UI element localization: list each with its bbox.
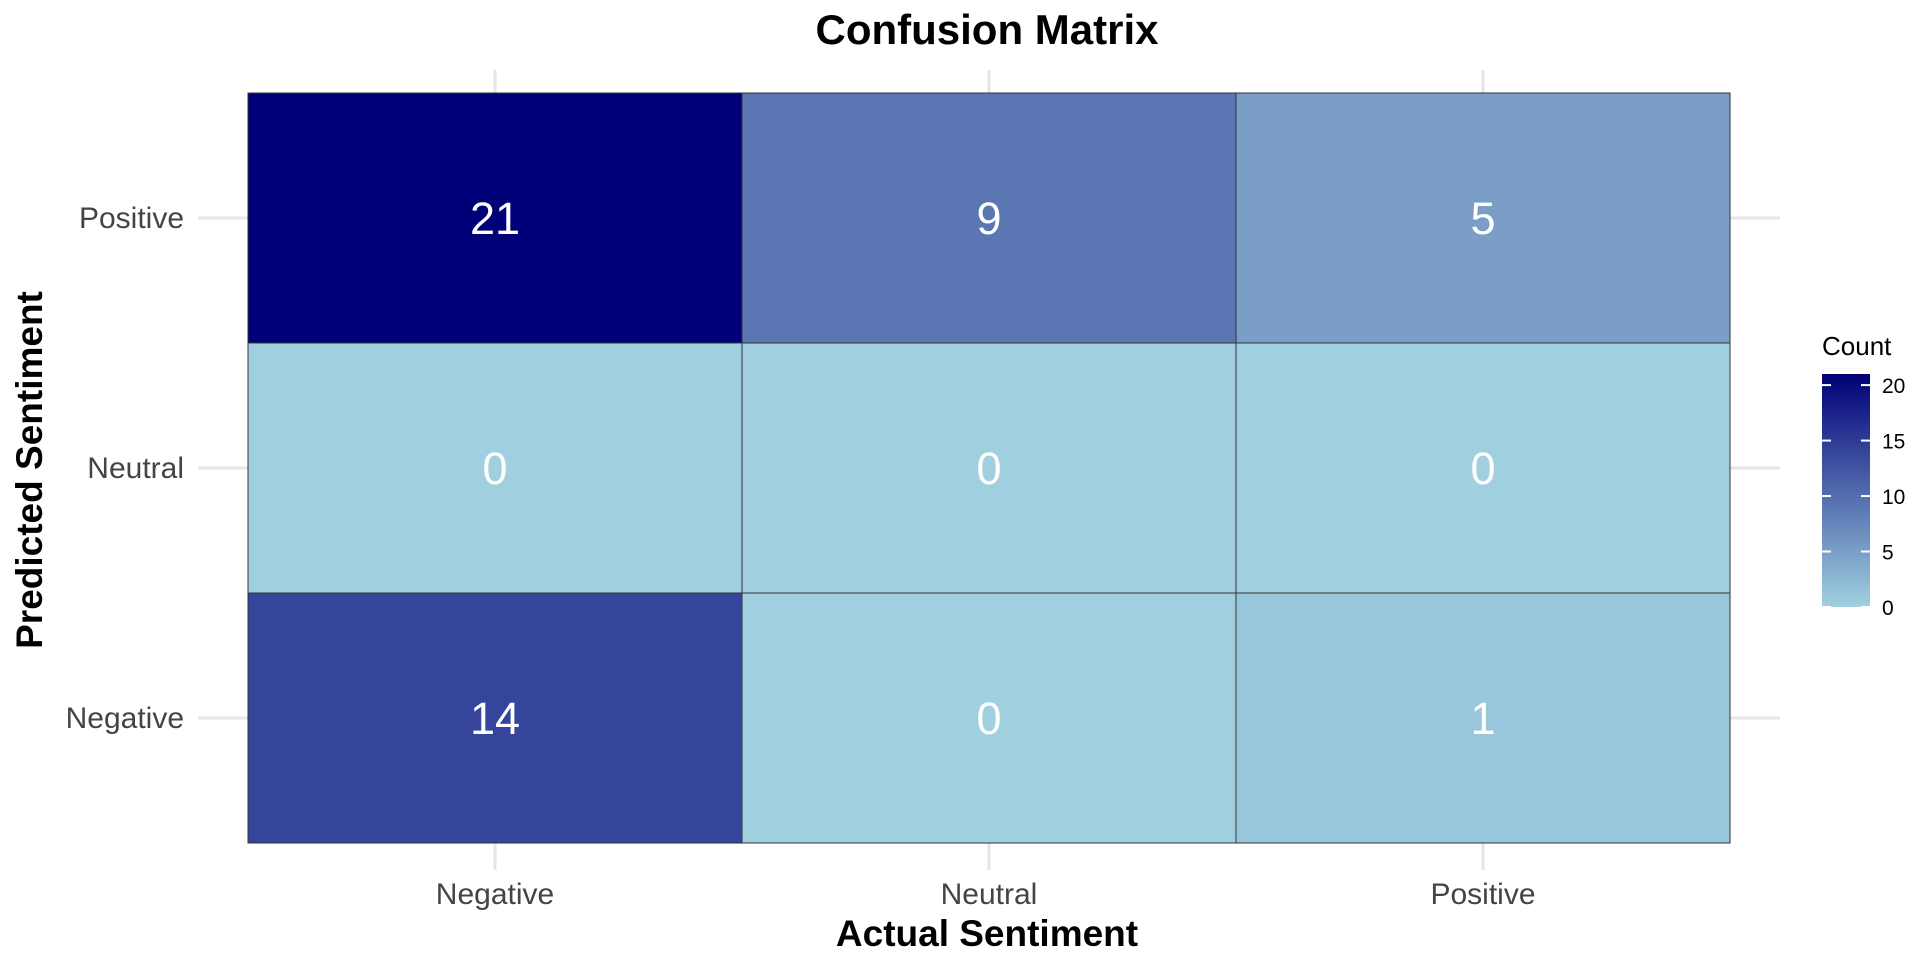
y-tick-label-negative: Negative (66, 702, 184, 735)
legend-tick-label: 15 (1882, 431, 1905, 454)
x-tick-label-neutral: Neutral (941, 878, 1038, 911)
y-axis-title: Predicted Sentiment (9, 291, 50, 649)
cell-value-label: 9 (976, 193, 1001, 244)
cell-positive-positive (1235, 92, 1731, 344)
y-tick-label-positive: Positive (79, 202, 184, 235)
legend-ticks: 0 5 10 15 20 (1822, 375, 1905, 620)
legend-title: Count (1822, 331, 1892, 361)
cell-value-label: 0 (482, 443, 507, 494)
legend-tick-label: 0 (1882, 597, 1894, 620)
color-legend: Count 0 5 10 15 20 (1822, 331, 1905, 620)
cell-value-label: 21 (470, 193, 520, 244)
cell-value-label: 0 (1470, 443, 1495, 494)
x-axis-ticks: Negative Neutral Positive (436, 878, 1536, 911)
y-tick-label-neutral: Neutral (87, 452, 184, 485)
cell-neutral-positive (741, 92, 1237, 344)
chart-title: Confusion Matrix (816, 6, 1160, 53)
cell-value-label: 14 (470, 693, 520, 744)
cell-neutral-neutral (741, 342, 1237, 594)
cell-negative-positive (247, 92, 743, 344)
legend-tick-label: 10 (1882, 486, 1905, 509)
legend-tick-label: 5 (1882, 542, 1894, 565)
legend-color-bar (1822, 374, 1870, 607)
x-tick-label-positive: Positive (1430, 878, 1535, 911)
cell-positive-neutral (1235, 342, 1731, 594)
cell-negative-negative (247, 592, 743, 844)
cell-value-label: 5 (1470, 193, 1495, 244)
heatmap-cells (247, 92, 1731, 844)
x-axis-title: Actual Sentiment (836, 913, 1138, 954)
legend-tick-label: 20 (1882, 375, 1905, 398)
y-axis-ticks: Negative Neutral Positive (66, 202, 184, 735)
cell-neutral-negative (741, 592, 1237, 844)
x-tick-label-negative: Negative (436, 878, 554, 911)
cell-labels: 21 9 5 0 0 0 14 0 1 (470, 193, 1496, 744)
cell-positive-negative (1235, 592, 1731, 844)
cell-negative-neutral (247, 342, 743, 594)
cell-value-label: 0 (976, 693, 1001, 744)
cell-value-label: 1 (1470, 693, 1495, 744)
cell-value-label: 0 (976, 443, 1001, 494)
